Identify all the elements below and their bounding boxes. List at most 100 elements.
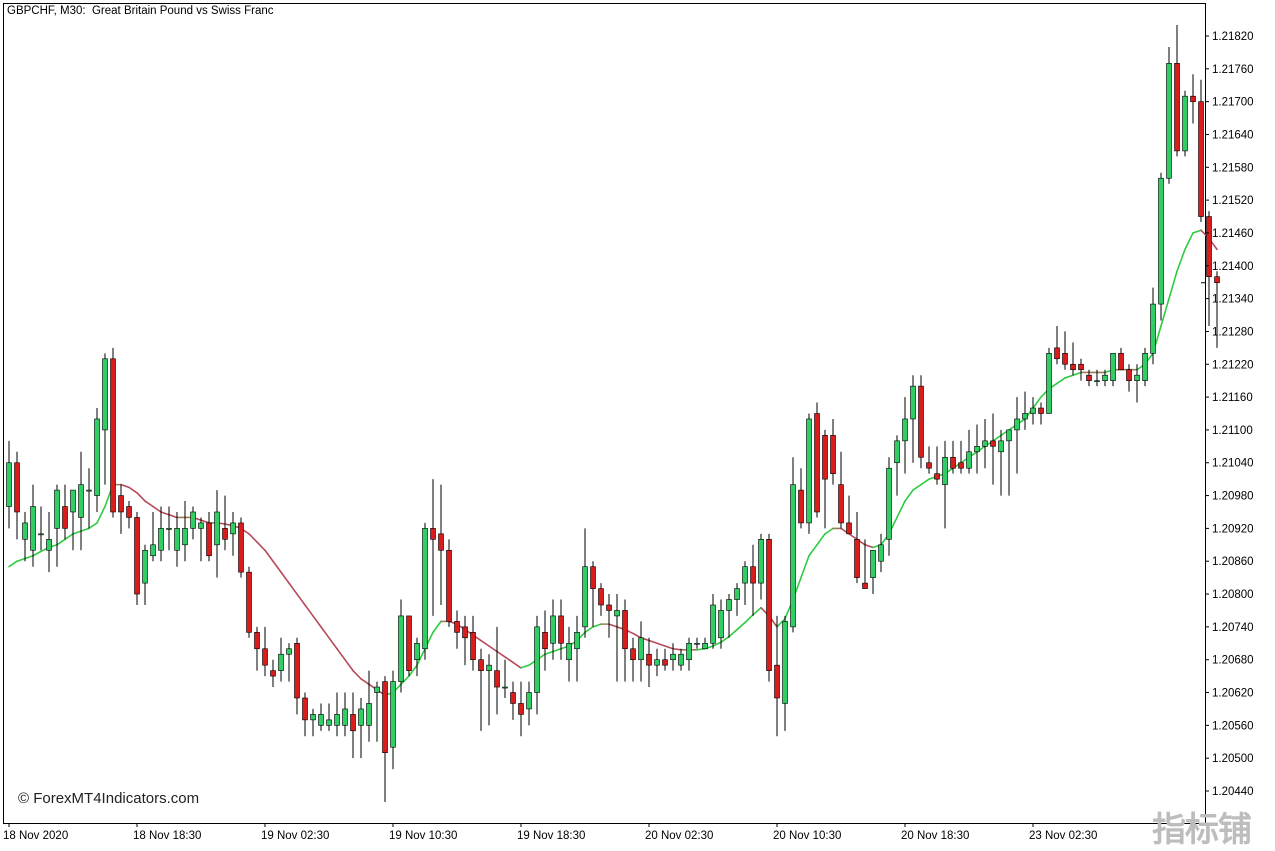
candle-body	[198, 522, 204, 529]
y-tick-label: 1.20680	[1212, 655, 1254, 667]
candle	[686, 637, 692, 671]
ma-segment	[776, 617, 786, 628]
y-tick-label: 1.21520	[1212, 195, 1254, 207]
candle	[926, 446, 932, 474]
candle	[166, 506, 172, 551]
site-logo: 指标铺	[1152, 810, 1252, 850]
candle	[1142, 347, 1148, 387]
y-tick-label: 1.21220	[1212, 359, 1254, 371]
ma-segment	[480, 639, 490, 647]
candle	[1206, 211, 1212, 326]
candle	[358, 697, 364, 759]
candle	[710, 594, 716, 649]
y-tick-label: 1.21340	[1212, 294, 1254, 306]
y-tick-label: 1.21760	[1212, 64, 1254, 76]
y-tick-label: 1.20560	[1212, 720, 1254, 732]
y-tick-label: 1.20440	[1212, 786, 1254, 798]
ma-segment	[168, 513, 178, 519]
candle-body	[1014, 418, 1020, 431]
ma-segment	[584, 626, 594, 634]
ma-segment	[1072, 371, 1082, 377]
ma-segment	[664, 645, 674, 650]
candle-body	[718, 610, 724, 639]
ma-segment	[96, 505, 106, 524]
candle-body	[854, 539, 860, 578]
candle-body	[1070, 363, 1076, 371]
candle	[606, 594, 612, 638]
candle-body	[862, 582, 868, 589]
candle-body	[350, 714, 356, 732]
candle-body	[150, 544, 156, 557]
candle-body	[510, 692, 516, 704]
candle-body	[1062, 353, 1068, 365]
candle-body	[1110, 353, 1116, 381]
candle	[310, 708, 316, 737]
candle	[150, 511, 156, 562]
ma-segment	[328, 637, 338, 650]
candle	[478, 648, 484, 731]
candle	[614, 594, 620, 682]
candle-body	[486, 664, 492, 671]
plot-frame	[3, 3, 1206, 824]
candle	[934, 446, 940, 485]
candle-body	[62, 506, 68, 529]
candle-body	[54, 489, 60, 529]
candle	[982, 418, 988, 469]
ma-segment	[120, 483, 130, 489]
price-axis[interactable]: 1.21820 1.21760 1.21700 1.21640 1.21580 1.215…	[1201, 31, 1254, 798]
candle	[574, 615, 580, 682]
candle-body	[1158, 177, 1164, 305]
candle-body	[278, 653, 284, 671]
ma-segment	[672, 647, 682, 651]
y-tick-label: 1.20620	[1212, 688, 1254, 700]
candle	[390, 670, 396, 770]
candle	[422, 522, 428, 660]
ma-segment	[32, 550, 42, 557]
candle	[294, 637, 300, 715]
ma-segment	[320, 626, 330, 639]
candle-body	[542, 632, 548, 650]
candle	[238, 517, 244, 578]
ma-segment	[16, 557, 26, 563]
candle-body	[22, 522, 28, 540]
candle	[502, 659, 508, 698]
candle	[214, 490, 220, 578]
candle	[174, 511, 180, 567]
candle	[326, 703, 332, 731]
ma-segment	[72, 530, 82, 535]
candle	[134, 511, 140, 605]
candle	[1110, 353, 1116, 387]
candle	[1062, 331, 1068, 370]
chart-title: GBPCHF, M30: Great Britain Pound vs Swis…	[7, 5, 274, 17]
candle	[38, 506, 44, 551]
y-tick-label: 1.20980	[1212, 491, 1254, 503]
candle	[366, 670, 372, 742]
candle-body	[974, 446, 980, 453]
candle-body	[1150, 303, 1156, 354]
ma-segment	[728, 628, 738, 638]
y-tick-label: 1.21820	[1212, 31, 1254, 43]
candle	[1126, 364, 1132, 392]
candle	[494, 626, 500, 715]
candle	[1102, 369, 1108, 387]
candle	[726, 594, 732, 638]
candle	[534, 615, 540, 715]
ma-segment	[816, 533, 826, 546]
candle-body	[958, 462, 964, 469]
candle	[838, 451, 844, 529]
time-axis[interactable]: 18 Nov 2020 18 Nov 18:30 19 Nov 02:30 19 No…	[3, 823, 1097, 842]
candle	[806, 413, 812, 534]
candle-body	[270, 670, 276, 677]
candle-body	[638, 637, 644, 660]
candle-body	[734, 588, 740, 600]
ma-segment	[912, 483, 922, 491]
candle-body	[366, 703, 372, 726]
candle-body	[870, 549, 876, 578]
candle-body	[518, 703, 524, 715]
ma-segment	[824, 527, 834, 535]
candle-body	[310, 714, 316, 721]
ma-segment	[8, 560, 18, 568]
candle-body	[926, 462, 932, 469]
